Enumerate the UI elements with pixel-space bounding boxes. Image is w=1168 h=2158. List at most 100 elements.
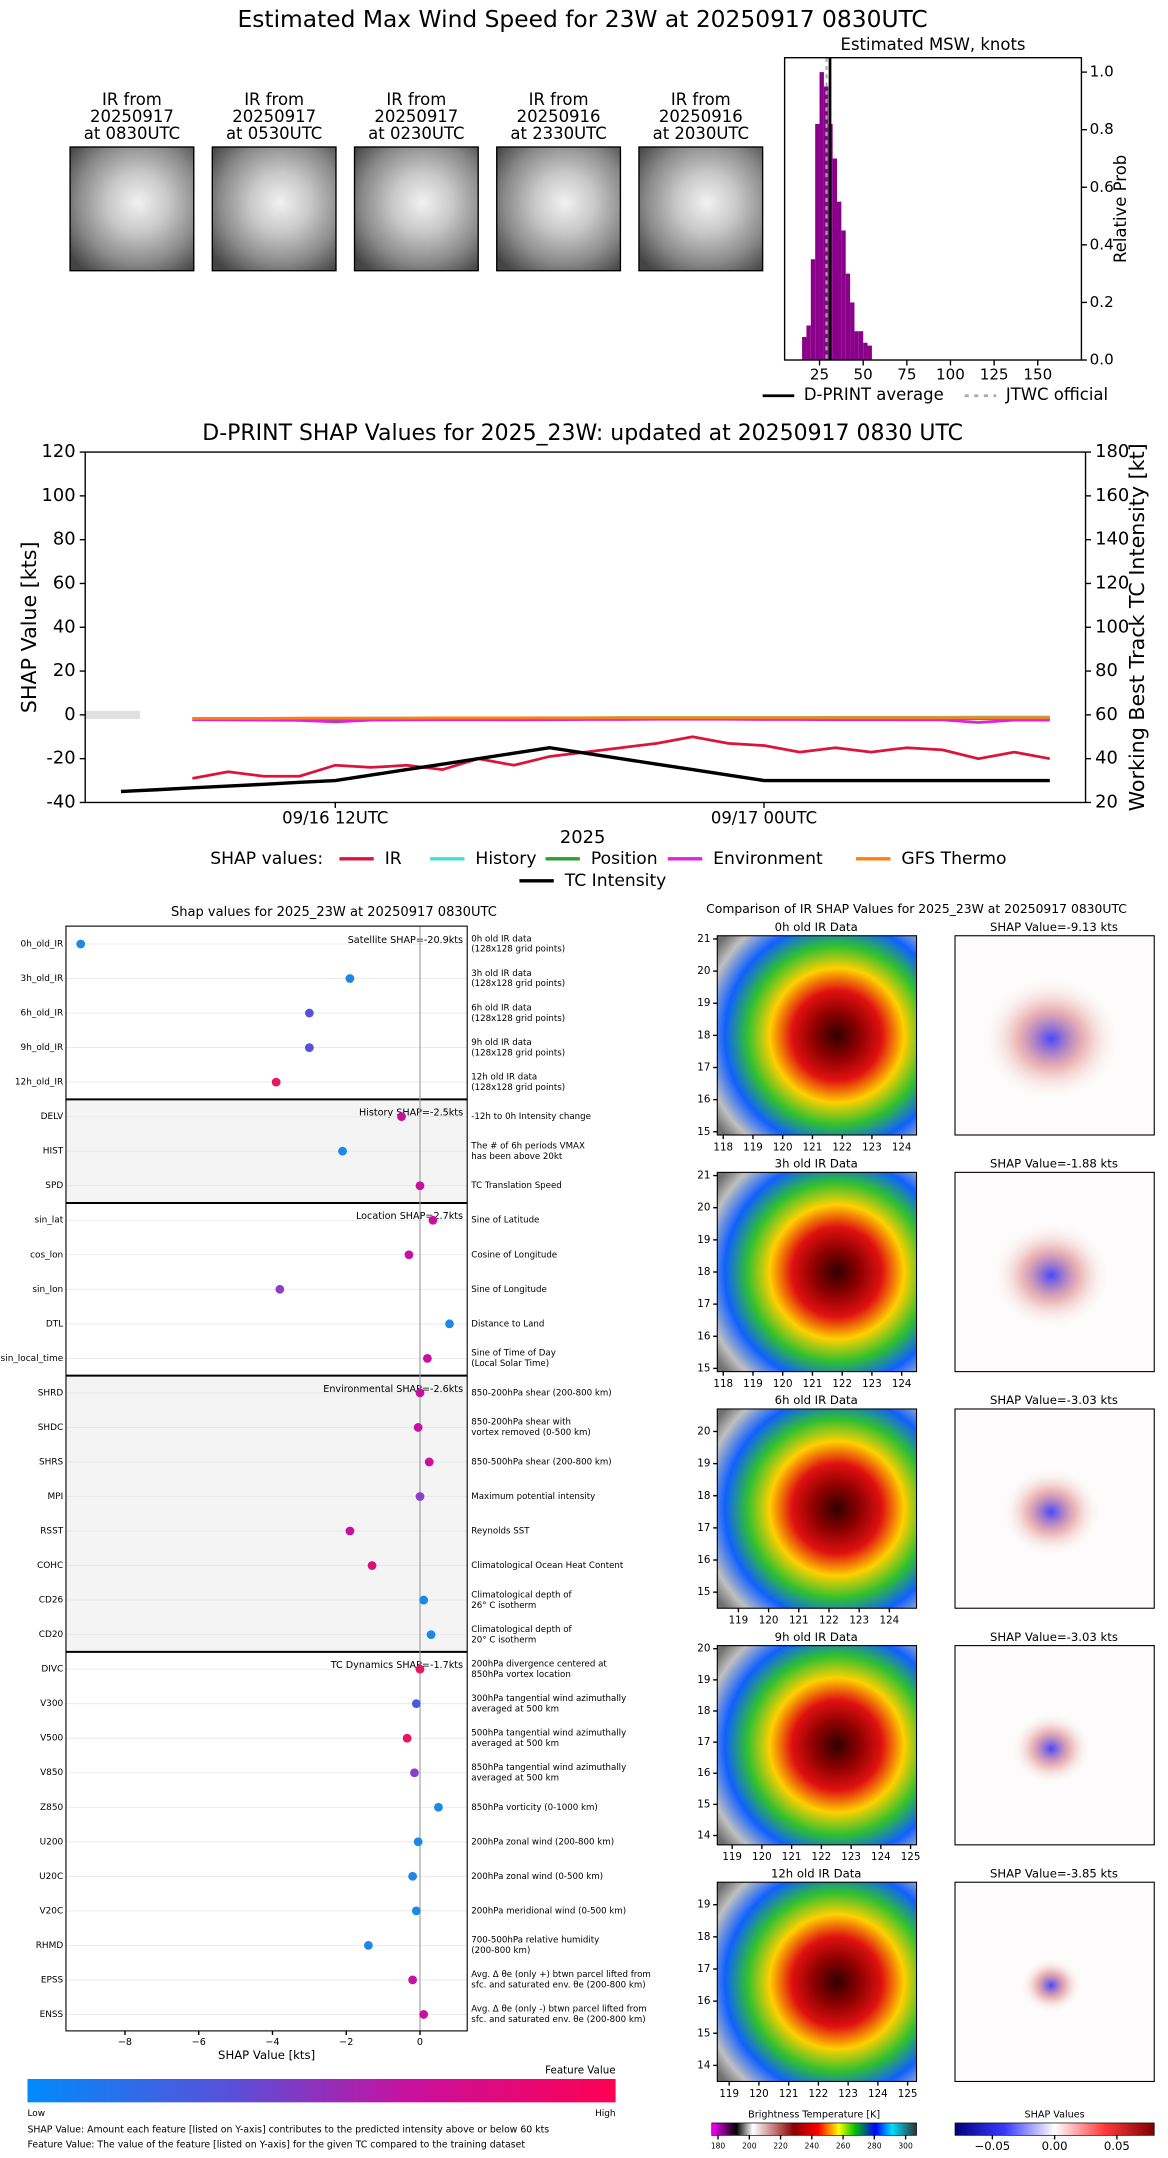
- lat-tick-label: 18: [697, 1705, 710, 1717]
- x-tick-label: 150: [1023, 366, 1052, 384]
- thumbnail-label: at 2030UTC: [653, 124, 749, 143]
- histogram-bar: [819, 72, 824, 361]
- feature-description: (128x128 grid points): [471, 1048, 565, 1058]
- thumbnail-label: IR from: [529, 90, 589, 109]
- shap-dot: [271, 1077, 281, 1087]
- lon-tick-label: 123: [838, 2088, 858, 2100]
- group-label: Satellite SHAP=-20.9kts: [348, 935, 463, 946]
- feature-description: Sine of Time of Day: [471, 1349, 556, 1359]
- lon-tick-label: 120: [759, 1615, 779, 1627]
- ir-title: 12h old IR Data: [771, 1866, 861, 1880]
- feature-name: U200: [40, 1837, 64, 1847]
- y-tick-label: 0.4: [1090, 235, 1114, 253]
- histogram-bar: [802, 336, 807, 361]
- lat-tick-label: 16: [697, 1767, 710, 1779]
- y-tick-label: 80: [53, 529, 76, 550]
- shap-dot: [304, 1008, 314, 1018]
- panel-title: Comparison of IR SHAP Values for 2025_23…: [706, 902, 1127, 916]
- x-tick-label: 09/16 12UTC: [282, 808, 388, 827]
- histogram-bar: [845, 273, 851, 361]
- y-tick-label: 40: [53, 616, 76, 637]
- colorbar: [954, 2122, 1155, 2136]
- feature-name: SPD: [45, 1181, 63, 1191]
- feature-description: 850hPa vorticity (0-1000 km): [471, 1803, 597, 1813]
- thumbnail-label: at 0830UTC: [84, 124, 180, 143]
- y2-tick-label: 180: [1095, 441, 1129, 462]
- feature-name: 3h_old_IR: [21, 974, 64, 984]
- feature-description: sfc. and saturated env. θe (200-800 km): [471, 2015, 645, 2025]
- lat-tick-label: 15: [697, 1362, 710, 1374]
- y2-tick-label: 100: [1095, 616, 1129, 637]
- feature-description: Avg. Δ θe (only +) btwn parcel lifted fr…: [471, 1970, 651, 1980]
- chart-title: Estimated MSW, knots: [841, 35, 1026, 54]
- y-tick-label: 1.0: [1090, 63, 1114, 81]
- lat-tick-label: 20: [697, 965, 710, 977]
- feature-description: 500hPa tangential wind azimuthally: [471, 1728, 626, 1738]
- feature-name: RSST: [40, 1527, 64, 1537]
- feature-description: Distance to Land: [471, 1319, 544, 1329]
- feature-description: 200hPa zonal wind (200-800 km): [471, 1837, 614, 1847]
- x-tick-label: 50: [854, 366, 873, 384]
- feature-name: EPSS: [41, 1975, 64, 1985]
- colorbar-title: SHAP Values: [1025, 2110, 1085, 2121]
- feature-name: V850: [40, 1768, 63, 1778]
- feature-name: 12h_old_IR: [15, 1078, 63, 1088]
- y-tick-label: 120: [41, 441, 75, 462]
- thumbnail-image: [69, 146, 195, 272]
- thumbnail-label: IR from: [386, 90, 446, 109]
- feature-name: SHDC: [38, 1423, 63, 1433]
- feature-description: averaged at 500 km: [471, 1739, 559, 1749]
- footnote: Feature Value: The value of the feature …: [27, 2139, 525, 2150]
- feature-description: 200hPa divergence centered at: [471, 1659, 607, 1669]
- y-tick-label: -40: [46, 791, 75, 812]
- ir-image: [716, 1171, 918, 1373]
- shap-dot: [422, 1353, 432, 1363]
- shap-dot: [419, 2010, 429, 2019]
- lat-tick-label: 16: [697, 1330, 710, 1342]
- lon-tick-label: 124: [871, 1851, 891, 1863]
- feature-name: sin_lon: [32, 1285, 63, 1295]
- ir-title: 3h old IR Data: [775, 1157, 858, 1171]
- histogram-bar: [841, 230, 846, 361]
- histogram-bar: [810, 259, 816, 361]
- shap-dot: [408, 1975, 418, 1985]
- lon-tick-label: 124: [892, 1141, 912, 1153]
- y-tick-label: 0: [64, 704, 75, 725]
- colorbar-tick-label: 300: [898, 2141, 913, 2150]
- colorbar-tick-label: 240: [805, 2141, 820, 2150]
- shap-dot: [338, 1146, 347, 1156]
- shap-pattern: [992, 1222, 1111, 1329]
- feature-description: Climatological depth of: [471, 1625, 572, 1635]
- lat-tick-label: 16: [697, 1094, 710, 1106]
- colorbar-tick-label: 180: [711, 2141, 726, 2150]
- y2-tick-label: 20: [1095, 791, 1118, 812]
- ir-title: 6h old IR Data: [775, 1393, 858, 1407]
- colorbar-tick-label: 200: [742, 2141, 757, 2150]
- feature-name: sin_local_time: [1, 1354, 64, 1364]
- zero-band: [85, 710, 141, 719]
- thumbnail-label: 20250916: [517, 107, 601, 126]
- y2-tick-label: 80: [1095, 660, 1118, 681]
- feature-description: Maximum potential intensity: [471, 1492, 595, 1502]
- lat-tick-label: 21: [697, 933, 710, 945]
- feature-description: Climatological Ocean Heat Content: [471, 1561, 624, 1571]
- chart-title: D-PRINT SHAP Values for 2025_23W: update…: [202, 421, 963, 446]
- thumbnail-label: IR from: [244, 90, 304, 109]
- x-tick-label: 09/17 00UTC: [711, 808, 817, 827]
- lon-tick-label: 120: [773, 1378, 793, 1390]
- feature-description: Sine of Longitude: [471, 1285, 546, 1295]
- figure-title: Estimated Max Wind Speed for 23W at 2025…: [238, 5, 928, 33]
- group-label: History SHAP=-2.5kts: [359, 1108, 463, 1119]
- feature-name: ENSS: [40, 2010, 64, 2020]
- plot-frame: [65, 925, 468, 2032]
- thumbnail-label: at 0230UTC: [368, 124, 464, 143]
- lat-tick-label: 15: [697, 2027, 710, 2039]
- colorbar-tick-label: 280: [867, 2141, 882, 2150]
- series-line: [120, 745, 1050, 794]
- colorbar-tick-label: 220: [773, 2141, 788, 2150]
- lon-tick-label: 119: [743, 1378, 763, 1390]
- feature-description: averaged at 500 km: [471, 1773, 559, 1783]
- y2-axis-label: Working Best Track TC Intensity [kt]: [1125, 443, 1149, 811]
- lon-tick-label: 125: [901, 1851, 921, 1863]
- lon-tick-label: 119: [719, 2088, 739, 2100]
